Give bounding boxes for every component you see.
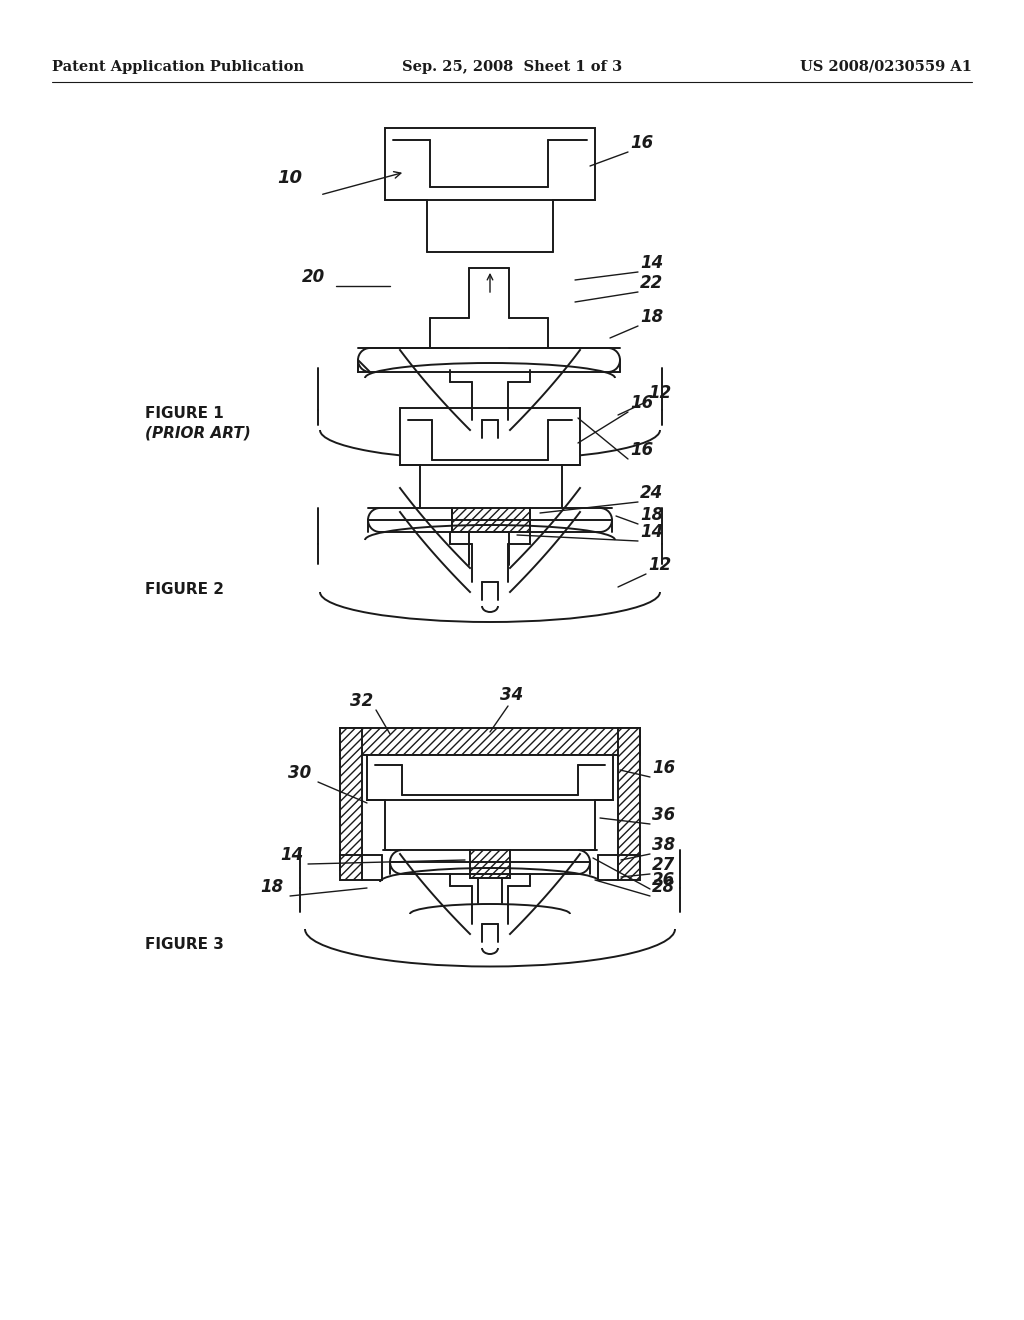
Text: FIGURE 3: FIGURE 3 <box>145 937 224 952</box>
Bar <box>618 729 640 870</box>
Bar <box>400 408 580 465</box>
Text: 14: 14 <box>280 846 303 865</box>
Text: 28: 28 <box>652 878 675 896</box>
Text: 16: 16 <box>652 759 675 777</box>
Text: 12: 12 <box>648 384 672 403</box>
Text: 14: 14 <box>640 253 664 272</box>
Bar <box>367 755 613 800</box>
Text: 12: 12 <box>648 556 672 574</box>
Text: US 2008/0230559 A1: US 2008/0230559 A1 <box>800 59 972 74</box>
Bar <box>340 729 362 870</box>
Text: 18: 18 <box>640 506 664 524</box>
Text: 38: 38 <box>652 836 675 854</box>
Bar <box>340 855 362 880</box>
Text: Sep. 25, 2008  Sheet 1 of 3: Sep. 25, 2008 Sheet 1 of 3 <box>402 59 622 74</box>
Text: 18: 18 <box>260 878 284 896</box>
Text: 16: 16 <box>630 441 653 459</box>
Text: FIGURE 2: FIGURE 2 <box>145 582 224 597</box>
Text: 32: 32 <box>350 692 374 710</box>
Text: 22: 22 <box>640 275 664 292</box>
Text: 30: 30 <box>288 764 311 781</box>
Bar <box>452 508 530 532</box>
Bar <box>618 855 640 880</box>
Bar <box>385 128 595 201</box>
Bar <box>340 729 640 755</box>
Text: 16: 16 <box>630 135 653 152</box>
Text: Patent Application Publication: Patent Application Publication <box>52 59 304 74</box>
Bar <box>470 850 510 878</box>
Text: 26: 26 <box>652 871 675 888</box>
Text: 24: 24 <box>640 484 664 502</box>
Text: 27: 27 <box>652 855 675 874</box>
Text: 10: 10 <box>278 169 302 187</box>
Text: 36: 36 <box>652 807 675 824</box>
Text: 18: 18 <box>640 308 664 326</box>
Text: 16: 16 <box>630 393 653 412</box>
Text: 14: 14 <box>640 523 664 541</box>
Text: 20: 20 <box>302 268 326 286</box>
Text: (PRIOR ART): (PRIOR ART) <box>145 426 251 441</box>
Text: FIGURE 1: FIGURE 1 <box>145 407 224 421</box>
Text: 34: 34 <box>500 686 523 704</box>
